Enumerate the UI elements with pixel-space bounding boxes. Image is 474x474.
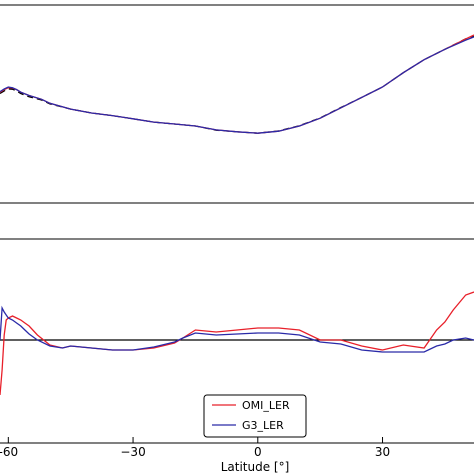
legend-label-omi: OMI_LER (242, 399, 290, 412)
bottom-panel-series (0, 291, 474, 396)
top-series-g3-line (0, 36, 474, 134)
top-series-omi-line (0, 34, 474, 134)
top-panel-frame (0, 4, 474, 204)
legend: OMI_LER G3_LER (203, 394, 307, 438)
top-series-reference-line (0, 35, 474, 134)
top-panel (0, 4, 474, 204)
bottom-series-g3-line (0, 305, 474, 353)
bottom-series-omi-line (0, 291, 474, 396)
x-axis-label: Latitude [°] (221, 460, 290, 474)
x-axis-ticks: -60 −30 0 30 (0, 437, 390, 459)
top-panel-series (0, 34, 474, 134)
x-tick-label: −30 (120, 445, 145, 459)
x-tick-label: 30 (375, 445, 390, 459)
x-tick-label: -60 (0, 445, 18, 459)
x-tick-label: 0 (254, 445, 262, 459)
bottom-panel-frame (0, 238, 474, 444)
legend-label-g3: G3_LER (242, 419, 284, 432)
bottom-panel: -60 −30 0 30 Latitude [°] OMI_LER G3_LER (0, 238, 474, 474)
